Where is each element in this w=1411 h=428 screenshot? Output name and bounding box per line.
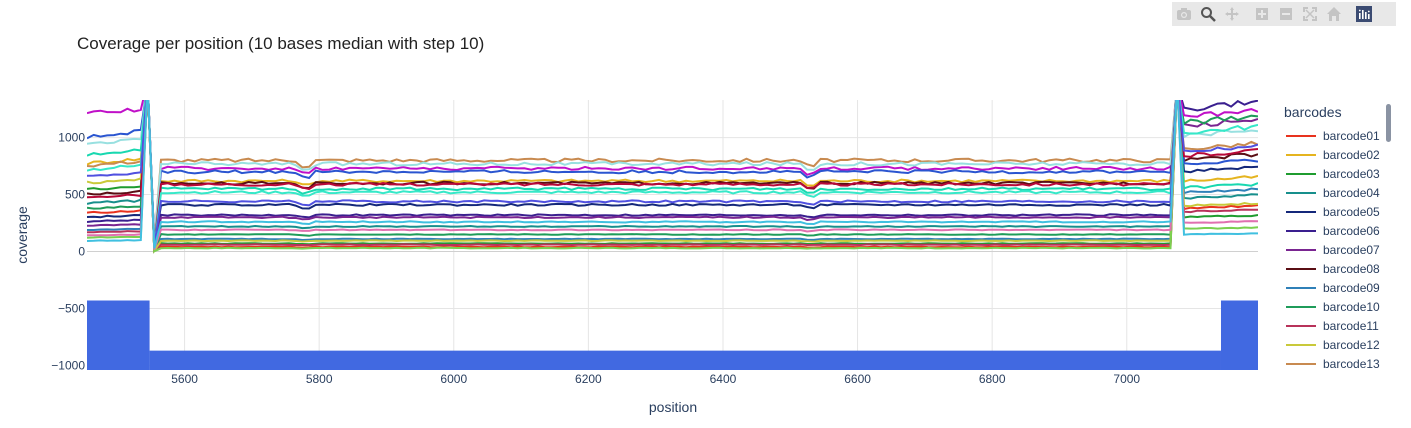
legend-swatch — [1286, 229, 1316, 232]
camera-icon[interactable] — [1172, 2, 1196, 26]
bar-middle — [149, 350, 1221, 370]
chart-title: Coverage per position (10 bases median w… — [77, 34, 485, 53]
y-tick-label: −500 — [58, 301, 85, 315]
legend-title: barcodes — [1284, 104, 1342, 120]
x-tick-label: 6200 — [575, 372, 602, 386]
legend-swatch — [1286, 305, 1316, 308]
series-line — [87, 100, 1258, 247]
legend-swatch — [1286, 324, 1316, 327]
bar-left-flank — [87, 300, 150, 370]
legend-swatch — [1286, 191, 1316, 194]
series-line — [87, 100, 1258, 244]
legend-item[interactable]: barcode07 — [1280, 240, 1390, 259]
legend-label: barcode05 — [1323, 204, 1380, 219]
pan-icon[interactable] — [1220, 2, 1244, 26]
legend-item[interactable]: barcode05 — [1280, 202, 1390, 221]
legend-item[interactable]: barcode08 — [1280, 259, 1390, 278]
zoom-out-icon[interactable] — [1274, 2, 1298, 26]
legend-swatch — [1286, 210, 1316, 213]
series-line — [87, 100, 1258, 254]
legend-swatch — [1286, 362, 1316, 365]
reset-axes-icon[interactable] — [1322, 2, 1346, 26]
legend-label: barcode06 — [1323, 223, 1380, 238]
legend-label: barcode01 — [1323, 128, 1380, 143]
x-tick-label: 7000 — [1113, 372, 1140, 386]
legend-item[interactable]: barcode01 — [1280, 126, 1390, 145]
x-tick-label: 5600 — [171, 372, 198, 386]
series-line — [87, 100, 1258, 250]
series-line — [87, 100, 1258, 253]
x-tick-label: 6400 — [710, 372, 737, 386]
legend-swatch — [1286, 153, 1316, 156]
zoom-in-icon[interactable] — [1250, 2, 1274, 26]
series-line — [87, 100, 1258, 245]
series-line — [87, 100, 1258, 249]
modebar — [1172, 2, 1396, 26]
series-line — [87, 100, 1258, 250]
series-line — [87, 100, 1258, 245]
legend-item[interactable]: barcode13 — [1280, 354, 1390, 370]
series-line — [87, 100, 1258, 247]
legend-swatch — [1286, 172, 1316, 175]
series-line — [87, 100, 1258, 243]
y-tick-label: 500 — [65, 188, 85, 202]
bar-layer — [87, 300, 1258, 370]
legend-label: barcode08 — [1323, 261, 1380, 276]
legend-label: barcode07 — [1323, 242, 1380, 257]
legend-label: barcode04 — [1323, 185, 1380, 200]
y-axis-label: coverage — [14, 206, 30, 264]
tick-layer: 5600 5800 6000 6200 6400 6600 6800 7000 1000 500 0… — [51, 131, 1140, 386]
series-line — [87, 100, 1258, 254]
legend-swatch — [1286, 343, 1316, 346]
series-line — [87, 100, 1258, 244]
legend-label: barcode09 — [1323, 280, 1380, 295]
x-tick-label: 6600 — [844, 372, 871, 386]
legend: barcodes barcode01 barcode02 barcode03 barc… — [1280, 100, 1390, 370]
zoom-icon[interactable] — [1196, 2, 1220, 26]
y-tick-label: −1000 — [51, 358, 85, 372]
legend-item[interactable]: barcode09 — [1280, 278, 1390, 297]
series-line — [87, 100, 1258, 248]
legend-item[interactable]: barcode10 — [1280, 297, 1390, 316]
legend-item[interactable]: barcode02 — [1280, 145, 1390, 164]
legend-label: barcode12 — [1323, 337, 1380, 352]
legend-item[interactable]: barcode11 — [1280, 316, 1390, 335]
legend-scrollbar[interactable] — [1386, 104, 1391, 142]
y-tick-label: 1000 — [58, 131, 85, 145]
legend-label: barcode11 — [1323, 318, 1379, 333]
series-line — [87, 100, 1258, 250]
series-line — [87, 100, 1258, 246]
x-tick-label: 5800 — [306, 372, 333, 386]
legend-item[interactable]: barcode04 — [1280, 183, 1390, 202]
series-line — [87, 100, 1258, 246]
bar-right-flank — [1220, 300, 1258, 370]
legend-label: barcode13 — [1323, 356, 1380, 371]
legend-swatch — [1286, 267, 1316, 270]
series-line — [87, 100, 1258, 243]
legend-swatch — [1286, 134, 1316, 137]
autoscale-icon[interactable] — [1298, 2, 1322, 26]
plotly-logo-icon[interactable] — [1352, 2, 1376, 26]
legend-item[interactable]: barcode12 — [1280, 335, 1390, 354]
legend-swatch — [1286, 248, 1316, 251]
y-tick-label: 0 — [78, 245, 85, 259]
legend-label: barcode10 — [1323, 299, 1380, 314]
legend-label: barcode03 — [1323, 166, 1380, 181]
series-line — [87, 100, 1258, 254]
series-line — [87, 100, 1258, 253]
legend-item[interactable]: barcode03 — [1280, 164, 1390, 183]
line-layer — [87, 100, 1258, 254]
series-line — [87, 100, 1258, 253]
series-line — [87, 100, 1258, 249]
x-axis-label: position — [648, 399, 698, 415]
x-tick-label: 6000 — [440, 372, 467, 386]
x-tick-label: 6800 — [979, 372, 1006, 386]
legend-swatch — [1286, 286, 1316, 289]
legend-label: barcode02 — [1323, 147, 1380, 162]
legend-item[interactable]: barcode06 — [1280, 221, 1390, 240]
